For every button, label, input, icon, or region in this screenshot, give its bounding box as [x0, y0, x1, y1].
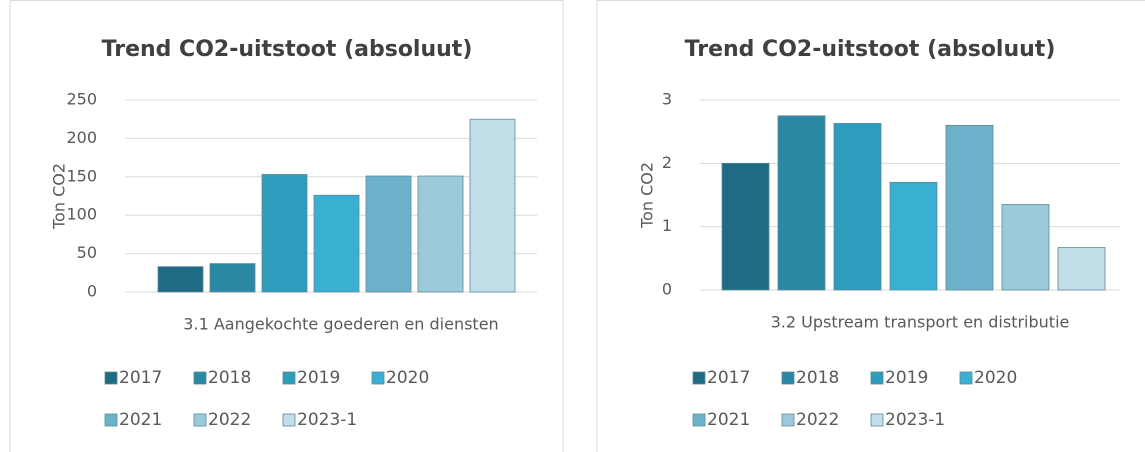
- legend-label: 2020: [974, 368, 1017, 388]
- y-tick-label: 100: [66, 205, 97, 224]
- legend-swatch: [781, 371, 795, 385]
- bar: [365, 175, 412, 293]
- legend-swatch: [371, 371, 385, 385]
- y-tick-label: 1: [662, 216, 672, 235]
- legend-label: 2018: [208, 368, 251, 388]
- x-tick-label: 3.1 Aangekochte goederen en diensten: [183, 315, 498, 334]
- legend-label: 2023-1: [297, 410, 357, 430]
- legend-label: 2022: [208, 410, 251, 430]
- legend-label: 2019: [885, 368, 928, 388]
- y-tick-label: 50: [77, 243, 97, 262]
- y-tick-label: 150: [66, 166, 97, 185]
- bar: [417, 175, 464, 293]
- bar: [1001, 204, 1050, 291]
- legend-swatch: [282, 371, 296, 385]
- legend-label: 2017: [707, 368, 750, 388]
- legend-label: 2019: [297, 368, 340, 388]
- y-tick-label: 250: [66, 90, 97, 109]
- bar: [945, 124, 994, 291]
- legend-label: 2021: [119, 410, 162, 430]
- bar: [209, 263, 256, 293]
- legend-swatch: [282, 413, 296, 427]
- bar: [313, 194, 360, 293]
- y-tick-label: 0: [87, 282, 97, 301]
- y-tick-label: 2: [662, 153, 672, 172]
- bar: [1057, 247, 1106, 291]
- y-tick-label: 3: [662, 90, 672, 109]
- x-tick-label: 3.2 Upstream transport en distributie: [771, 313, 1070, 332]
- bar: [157, 266, 204, 293]
- legend-swatch: [104, 371, 118, 385]
- legend-swatch: [193, 371, 207, 385]
- bar: [833, 123, 882, 291]
- legend-swatch: [692, 413, 706, 427]
- legend-swatch: [781, 413, 795, 427]
- legend-swatch: [870, 371, 884, 385]
- y-tick-label: 200: [66, 128, 97, 147]
- y-tick-label: 0: [662, 280, 672, 299]
- legend-swatch: [870, 413, 884, 427]
- y-axis-title: Ton CO2: [50, 163, 69, 230]
- y-axis-title: Ton CO2: [638, 162, 657, 229]
- bar: [261, 174, 308, 293]
- chart-title: Trend CO2-uitstoot (absoluut): [102, 37, 473, 62]
- chart-title: Trend CO2-uitstoot (absoluut): [685, 37, 1056, 62]
- legend-label: 2020: [386, 368, 429, 388]
- legend-label: 2023-1: [885, 410, 945, 430]
- legend-swatch: [104, 413, 118, 427]
- legend-label: 2022: [796, 410, 839, 430]
- bar: [889, 181, 938, 291]
- legend-swatch: [193, 413, 207, 427]
- legend-label: 2017: [119, 368, 162, 388]
- bar: [721, 162, 770, 291]
- legend-label: 2021: [707, 410, 750, 430]
- bar: [469, 118, 516, 293]
- legend-swatch: [692, 371, 706, 385]
- legend-label: 2018: [796, 368, 839, 388]
- bar: [777, 115, 826, 291]
- legend-swatch: [959, 371, 973, 385]
